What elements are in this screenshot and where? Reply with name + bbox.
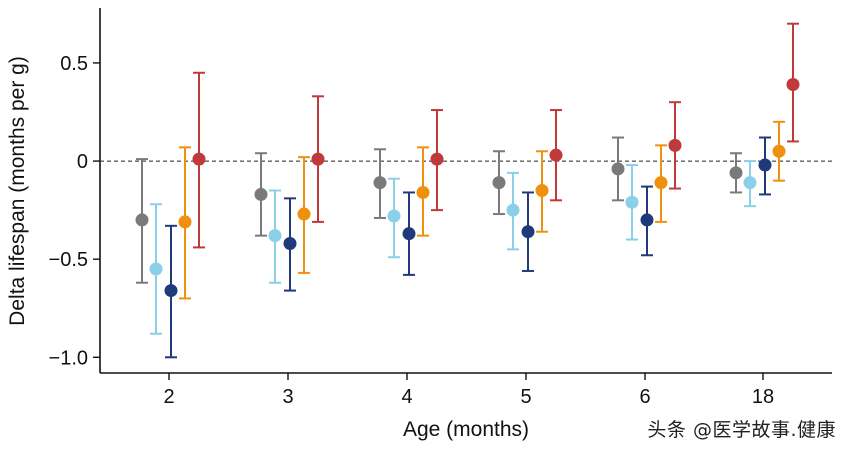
data-point <box>729 166 743 180</box>
data-point <box>192 152 206 166</box>
data-point <box>758 158 772 172</box>
axes <box>93 8 832 380</box>
y-tick-label: −1.0 <box>49 347 88 369</box>
x-tick-label: 6 <box>639 386 650 408</box>
y-tick-label: −0.5 <box>49 249 88 271</box>
data-point <box>549 148 563 162</box>
data-point <box>283 236 297 250</box>
x-tick-label: 5 <box>520 386 531 408</box>
data-point <box>654 176 668 190</box>
x-tick-label: 3 <box>282 386 293 408</box>
data-point <box>149 262 163 276</box>
data-point <box>373 176 387 190</box>
data-point <box>387 209 401 223</box>
x-tick-label: 18 <box>752 386 774 408</box>
data-point <box>311 152 325 166</box>
data-point <box>254 187 268 201</box>
data-point <box>611 162 625 176</box>
x-axis-title: Age (months) <box>403 418 529 441</box>
data-point <box>625 195 639 209</box>
data-point <box>668 138 682 152</box>
data-point <box>430 152 444 166</box>
x-tick-label: 2 <box>163 386 174 408</box>
data-marks <box>135 22 800 359</box>
data-point <box>402 227 416 241</box>
axis-labels: −1.0 −0.5 0 0.5 2 3 4 5 6 18 Age (months) Delta lif… <box>6 53 774 441</box>
y-tick-label: 0 <box>77 151 88 173</box>
data-point <box>416 185 430 199</box>
data-point <box>535 184 549 197</box>
data-point <box>640 213 654 227</box>
data-point <box>297 207 311 221</box>
data-point <box>506 203 520 217</box>
data-point <box>772 144 786 158</box>
data-point <box>786 78 800 92</box>
watermark-text: 头条 @医学故事.健康 <box>647 419 836 441</box>
y-tick-label: 0.5 <box>60 53 88 75</box>
data-point <box>743 176 757 190</box>
x-tick-label: 4 <box>401 386 412 408</box>
data-point <box>164 284 178 298</box>
data-point <box>268 229 282 243</box>
data-point <box>178 215 192 229</box>
data-point <box>492 176 506 190</box>
data-point <box>135 213 149 227</box>
y-axis-title: Delta lifespan (months per g) <box>6 56 29 326</box>
data-point <box>521 225 535 239</box>
